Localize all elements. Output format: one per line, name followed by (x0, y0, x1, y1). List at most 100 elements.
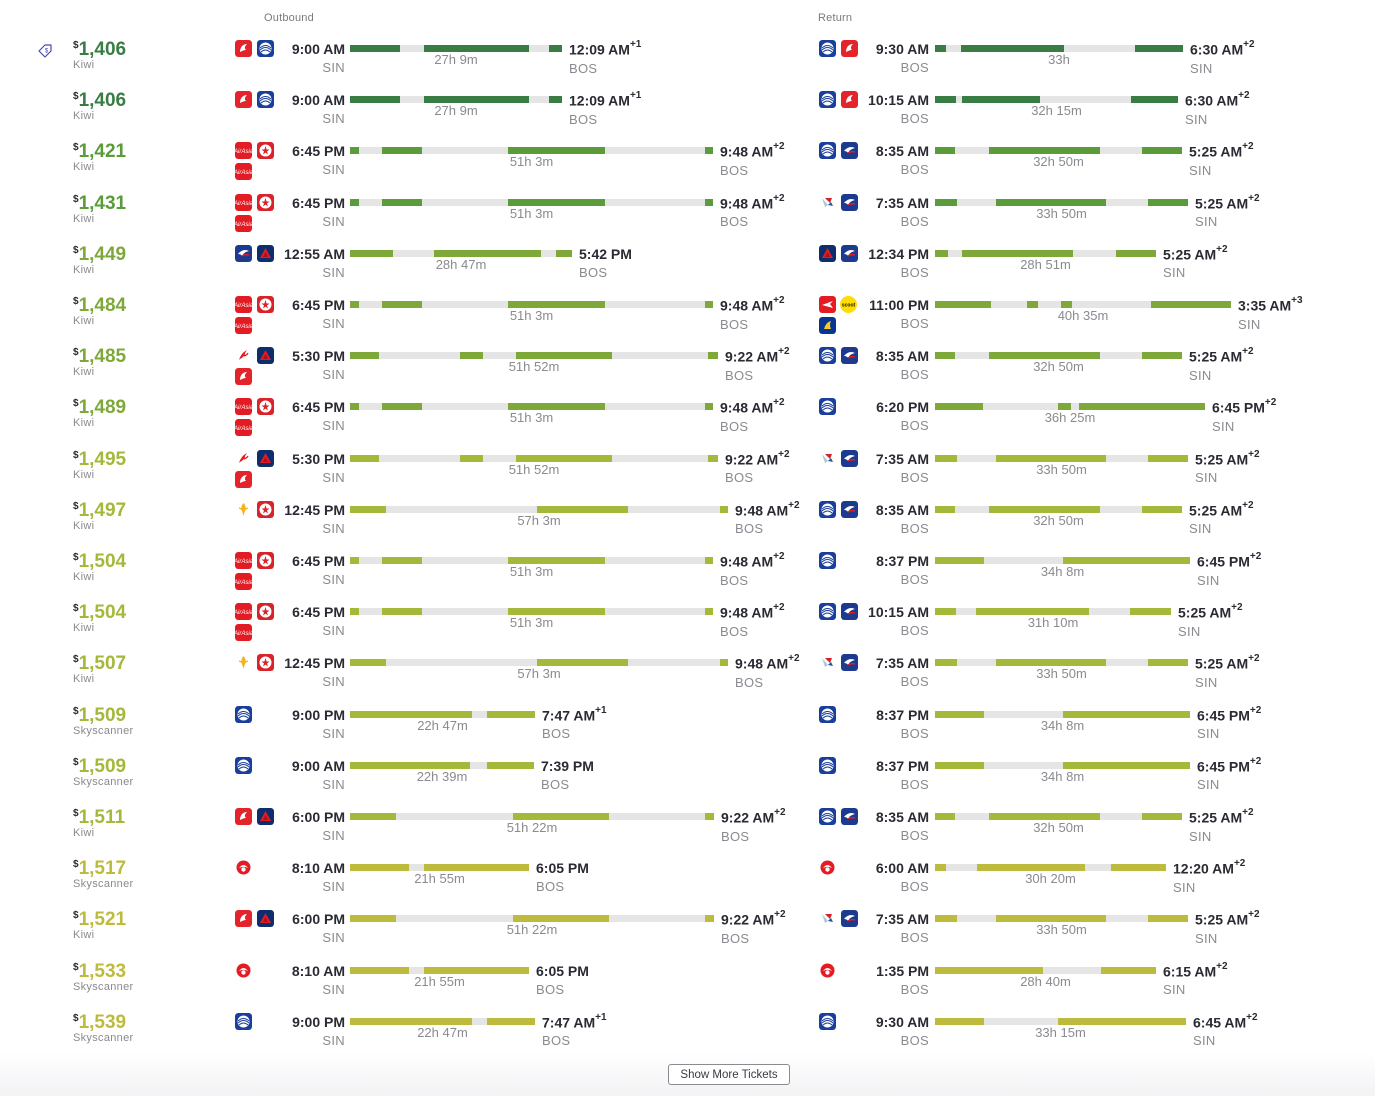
ticket-row[interactable]: $1,485 Kiwi 5:30 PM SIN 51h 52m 9:22 AM+2 BOS 8… (0, 346, 1375, 398)
return-leg[interactable]: 12:34 PM BOS 28h 51m 5:25 AM+2 SIN (0, 244, 1375, 295)
ticket-row[interactable]: $1,507 Kiwi 12:45 PM SIN 57h 3m 9:48 AM+2 BOS 7… (0, 653, 1375, 705)
day-offset: +2 (1249, 551, 1262, 562)
itinerary-timeline-bar (935, 761, 1190, 769)
return-leg[interactable]: 10:15 AM BOS 31h 10m 5:25 AM+2 SIN (0, 602, 1375, 653)
flight-segment (935, 915, 957, 923)
ticket-row[interactable]: $1,495 Kiwi 5:30 PM SIN 51h 52m 9:22 AM+2 BOS 7… (0, 449, 1375, 501)
departure: 5:30 PM SIN (292, 451, 345, 485)
airline-logos (819, 808, 859, 850)
return-leg[interactable]: 8:37 PM BOS 34h 8m 6:45 PM+2 SIN (0, 551, 1375, 602)
outbound-leg[interactable]: 9:00 PM SIN 22h 47m 7:47 AM+1 BOS (0, 1012, 1375, 1063)
ticket-row[interactable]: $1,517 Skyscanner 8:10 AM SIN 21h 55m 6:05 PM… (0, 858, 1375, 910)
outbound-leg[interactable]: 9:00 AM SIN 27h 9m 12:09 AM+1 BOS (0, 39, 1375, 90)
return-leg[interactable]: 8:37 PM BOS 34h 8m 6:45 PM+2 SIN (0, 756, 1375, 807)
day-offset: +2 (1248, 192, 1260, 204)
return-leg[interactable]: 7:35 AM BOS 33h 50m 5:25 AM+2 SIN (0, 653, 1375, 704)
ticket-row[interactable]: $ $1,406 Kiwi 9:00 AM SIN 27h 9m 12:09 AM+1 BOS… (0, 39, 1375, 91)
return-leg[interactable]: 8:37 PM BOS 34h 8m 6:45 PM+2 SIN (0, 705, 1375, 756)
departure-time: 12:34 PM (868, 245, 929, 262)
arrival-airport: SIN (1197, 726, 1220, 742)
arrival-airport: BOS (542, 726, 571, 742)
outbound-leg[interactable]: 9:00 PM SIN 22h 47m 7:47 AM+1 BOS (0, 705, 1375, 756)
trip-duration: 51h 22m (506, 820, 558, 835)
departure-time: 9:00 PM (292, 706, 345, 723)
return-leg[interactable]: 10:15 AM BOS 32h 15m 6:30 AM+2 SIN (0, 90, 1375, 141)
ticket-row[interactable]: $1,511 Kiwi 6:00 PM SIN 51h 22m 9:22 AM+2 BOS 8… (0, 807, 1375, 859)
united-logo-icon (819, 705, 836, 723)
return-leg[interactable]: scoot 11:00 PM BOS 40h 35m 3:35 AM+3 SIN (0, 295, 1375, 346)
air-china-logo-icon (235, 470, 252, 488)
outbound-leg[interactable]: 5:30 PM SIN 51h 52m 9:22 AM+2 BOS (0, 449, 1375, 500)
ticket-row[interactable]: $1,509 Skyscanner 9:00 PM SIN 22h 47m 7:47 AM… (0, 705, 1375, 757)
outbound-leg[interactable]: 9:00 AM SIN 27h 9m 12:09 AM+1 BOS (0, 90, 1375, 141)
airline-logos (235, 654, 275, 696)
departure: 6:45 PM SIN (292, 399, 345, 433)
ticket-row[interactable]: $1,533 Skyscanner 8:10 AM SIN 21h 55m 6:05 PM… (0, 961, 1375, 1013)
ticket-row[interactable]: $1,497 Kiwi 12:45 PM SIN 57h 3m 9:48 AM+2 BOS 8… (0, 499, 1375, 552)
ticket-row[interactable]: $1,521 Kiwi 6:00 PM SIN 51h 22m 9:22 AM+2 BOS 7… (0, 909, 1375, 961)
outbound-leg[interactable]: 8:10 AM SIN 21h 55m 6:05 PM BOS (0, 859, 1375, 909)
return-leg[interactable]: 7:35 AM BOS 33h 50m 5:25 AM+2 SIN (0, 192, 1375, 244)
trip-duration: 28h 40m (1020, 973, 1071, 989)
currency-symbol: $ (73, 142, 79, 154)
itinerary-timeline-bar (350, 813, 714, 820)
outbound-leg[interactable]: 12:45 PM SIN 57h 3m 9:48 AM+2 BOS (0, 499, 1375, 551)
return-leg[interactable]: 7:35 AM BOS 33h 50m 5:25 AM+2 SIN (0, 449, 1375, 500)
outbound-leg[interactable]: 5:30 PM SIN 51h 52m 9:22 AM+2 BOS (0, 346, 1375, 397)
return-leg[interactable]: 8:35 AM BOS 32h 50m 5:25 AM+2 SIN (0, 141, 1375, 192)
flight-segment (424, 45, 529, 52)
ticket-row[interactable]: $1,449 Kiwi 12:55 AM SIN 28h 47m 5:42 PM BOS 12… (0, 244, 1375, 296)
departure: 6:00 PM SIN (292, 809, 345, 843)
ticket-row[interactable]: $1,509 Skyscanner 9:00 AM SIN 22h 39m 7:39 PM… (0, 756, 1375, 808)
arrival: 9:22 AM+2 BOS (725, 346, 790, 383)
china-eastern-logo-icon (841, 193, 858, 211)
arrival-time: 6:05 PM (536, 962, 589, 979)
arrival-time: 9:48 AM (720, 553, 774, 570)
flight-segment (705, 557, 713, 564)
day-offset: +2 (788, 499, 800, 511)
return-leg[interactable]: 8:35 AM BOS 32h 50m 5:25 AM+2 SIN (0, 500, 1375, 551)
outbound-leg[interactable]: 6:00 PM SIN 51h 22m 9:22 AM+2 BOS (0, 807, 1375, 858)
show-more-tickets-button[interactable]: Show More Tickets (668, 1064, 790, 1085)
ticket-row[interactable]: $1,539 Skyscanner 9:00 PM SIN 22h 47m 7:47 AM… (0, 1012, 1375, 1064)
flight-segment (1131, 96, 1178, 104)
return-leg[interactable]: 8:35 AM BOS 32h 50m 5:25 AM+2 SIN (0, 346, 1375, 397)
currency-symbol: $ (73, 654, 79, 666)
day-offset: +2 (1242, 141, 1254, 153)
return-leg[interactable]: 8:35 AM BOS 32h 50m 5:25 AM+2 SIN (0, 807, 1375, 858)
return-leg[interactable]: 9:30 AM BOS 33h 15m 6:45 AM+2 SIN (0, 1012, 1375, 1063)
arrival-airport: SIN (1197, 572, 1220, 588)
arrival: 5:25 AM+2 SIN (1195, 449, 1260, 486)
ticket-price: $1,504 (73, 603, 126, 622)
trip-duration: 28h 47m (435, 256, 487, 272)
return-leg[interactable]: 9:30 AM BOS 33h 6:30 AM+2 SIN (0, 39, 1375, 90)
booking-provider: Kiwi (73, 110, 95, 123)
outbound-leg[interactable]: 12:45 PM SIN 57h 3m 9:48 AM+2 BOS (0, 653, 1375, 704)
outbound-leg[interactable]: 8:10 AM SIN 21h 55m 6:05 PM BOS (0, 961, 1375, 1012)
arrival-time: 9:48 AM (720, 195, 774, 212)
return-leg[interactable]: 7:35 AM BOS 33h 50m 5:25 AM+2 SIN (0, 909, 1375, 960)
departure-time: 12:55 AM (284, 245, 345, 262)
outbound-leg[interactable]: 12:55 AM SIN 28h 47m 5:42 PM BOS (0, 244, 1375, 295)
outbound-leg[interactable]: 6:00 PM SIN 51h 22m 9:22 AM+2 BOS (0, 909, 1375, 960)
outbound-leg[interactable]: 9:00 AM SIN 22h 39m 7:39 PM BOS (0, 756, 1375, 807)
return-leg[interactable]: 6:00 AM BOS 30h 20m 12:20 AM+2 SIN (0, 858, 1375, 909)
departure-airport: SIN (322, 520, 345, 536)
ticket-row[interactable]: $1,406 Kiwi 9:00 AM SIN 27h 9m 12:09 AM+1 BOS 1… (0, 90, 1375, 142)
return-leg[interactable]: 1:35 PM BOS 28h 40m 6:15 AM+2 SIN (0, 961, 1375, 1012)
price-amount: 1,504 (78, 602, 127, 624)
return-leg[interactable]: 6:20 PM BOS 36h 25m 6:45 PM+2 SIN (0, 397, 1375, 448)
airline-logos (819, 500, 859, 543)
